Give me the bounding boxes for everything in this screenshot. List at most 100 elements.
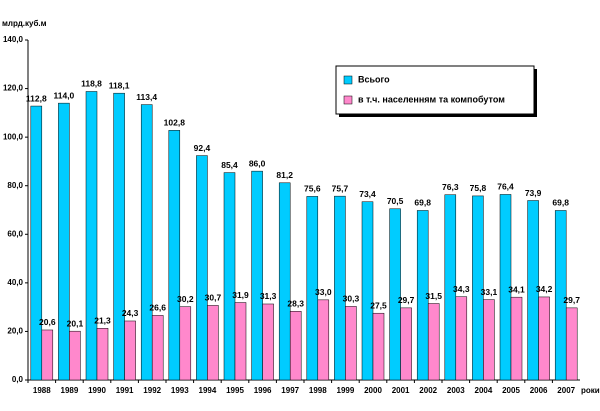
bar (196, 155, 208, 381)
x-tick-label: 1990 (88, 386, 106, 395)
value-label: 92,4 (194, 143, 211, 153)
bar (168, 130, 181, 381)
value-label: 20,1 (67, 318, 84, 328)
value-label: 118,1 (109, 80, 130, 90)
bar (124, 320, 136, 381)
legend-label: Всього (358, 74, 390, 84)
bar (389, 208, 401, 381)
x-tick-label: 2007 (557, 386, 575, 395)
x-tick-label: 2001 (392, 386, 410, 395)
x-axis-label: роки (581, 386, 600, 395)
x-tick-label: 2006 (530, 386, 548, 395)
value-label: 81,2 (276, 170, 293, 180)
value-label: 27,5 (370, 300, 387, 310)
x-tick-label: 1997 (281, 386, 299, 395)
bar (207, 305, 219, 381)
bar (510, 296, 523, 381)
x-tick-label: 2005 (502, 386, 520, 395)
bar (538, 296, 550, 381)
bar (113, 92, 125, 381)
bar (427, 303, 440, 381)
bar (85, 91, 98, 381)
y-tick-label: 120,0 (3, 84, 24, 93)
value-label: 24,3 (122, 308, 139, 318)
value-label: 30,3 (343, 294, 360, 304)
bar (234, 302, 247, 381)
bar (69, 330, 81, 381)
bar (251, 170, 263, 381)
x-tick-label: 1988 (33, 386, 51, 395)
x-tick-label: 1993 (171, 386, 189, 395)
y-tick-label: 40,0 (7, 278, 23, 287)
y-tick-label: 140,0 (3, 35, 24, 44)
legend-label: в т.ч. населенням та компобутом (358, 94, 505, 104)
x-tick-label: 1994 (199, 386, 217, 395)
value-label: 75,7 (332, 183, 349, 193)
value-label: 73,4 (359, 189, 376, 199)
bar (334, 195, 346, 381)
value-label: 20,6 (39, 317, 56, 327)
y-tick-label: 20,0 (7, 327, 23, 336)
bar (499, 194, 512, 381)
value-label: 30,2 (177, 294, 194, 304)
value-label: 33,0 (315, 287, 332, 297)
value-label: 73,9 (525, 188, 542, 198)
bar (306, 196, 319, 381)
x-tick-label: 2002 (419, 386, 437, 395)
value-label: 114,0 (53, 90, 74, 100)
x-tick-label: 1992 (143, 386, 161, 395)
y-tick-label: 0,0 (12, 375, 24, 384)
y-tick-label: 60,0 (7, 229, 23, 238)
value-label: 75,6 (304, 184, 321, 194)
bar (372, 312, 385, 381)
x-tick-label: 2000 (364, 386, 382, 395)
y-tick-label: 80,0 (7, 181, 23, 190)
bar (278, 182, 291, 381)
bar (179, 306, 192, 381)
bar (345, 306, 357, 381)
value-label: 76,3 (442, 182, 459, 192)
value-label: 31,9 (232, 290, 249, 300)
value-label: 30,7 (205, 293, 222, 303)
value-label: 34,1 (508, 284, 525, 294)
y-axis-label: млрд.куб.м (2, 19, 47, 28)
value-label: 31,3 (260, 291, 277, 301)
bar (416, 210, 429, 381)
bar (151, 315, 164, 381)
bar (472, 195, 484, 381)
x-tick-label: 2003 (447, 386, 465, 395)
bar (262, 303, 274, 381)
value-label: 113,4 (136, 92, 157, 102)
bar (527, 200, 539, 381)
bar (140, 104, 153, 381)
x-tick-label: 1991 (116, 386, 134, 395)
bar (554, 210, 567, 381)
x-tick-label: 1999 (337, 386, 355, 395)
bar (41, 329, 54, 381)
x-tick-label: 1996 (254, 386, 272, 395)
value-label: 76,4 (497, 182, 514, 192)
value-label: 112,8 (26, 93, 47, 103)
bar (223, 172, 236, 381)
value-label: 31,5 (425, 291, 442, 301)
bar (361, 201, 374, 381)
x-tick-label: 2004 (475, 386, 493, 395)
value-label: 75,8 (470, 183, 487, 193)
y-tick-label: 100,0 (3, 132, 24, 141)
value-label: 33,1 (481, 287, 498, 297)
legend-swatch (343, 95, 353, 105)
bar (455, 296, 468, 381)
bar (483, 299, 495, 381)
legend-swatch (343, 75, 353, 85)
bar (400, 307, 412, 381)
value-label: 29,7 (398, 295, 415, 305)
value-label: 102,8 (164, 118, 186, 128)
value-label: 70,5 (387, 196, 404, 206)
value-label: 29,7 (563, 295, 580, 305)
bar (58, 102, 70, 381)
value-label: 69,8 (414, 198, 431, 208)
value-label: 86,0 (249, 158, 266, 168)
value-label: 34,2 (536, 284, 553, 294)
value-label: 118,8 (81, 79, 102, 89)
